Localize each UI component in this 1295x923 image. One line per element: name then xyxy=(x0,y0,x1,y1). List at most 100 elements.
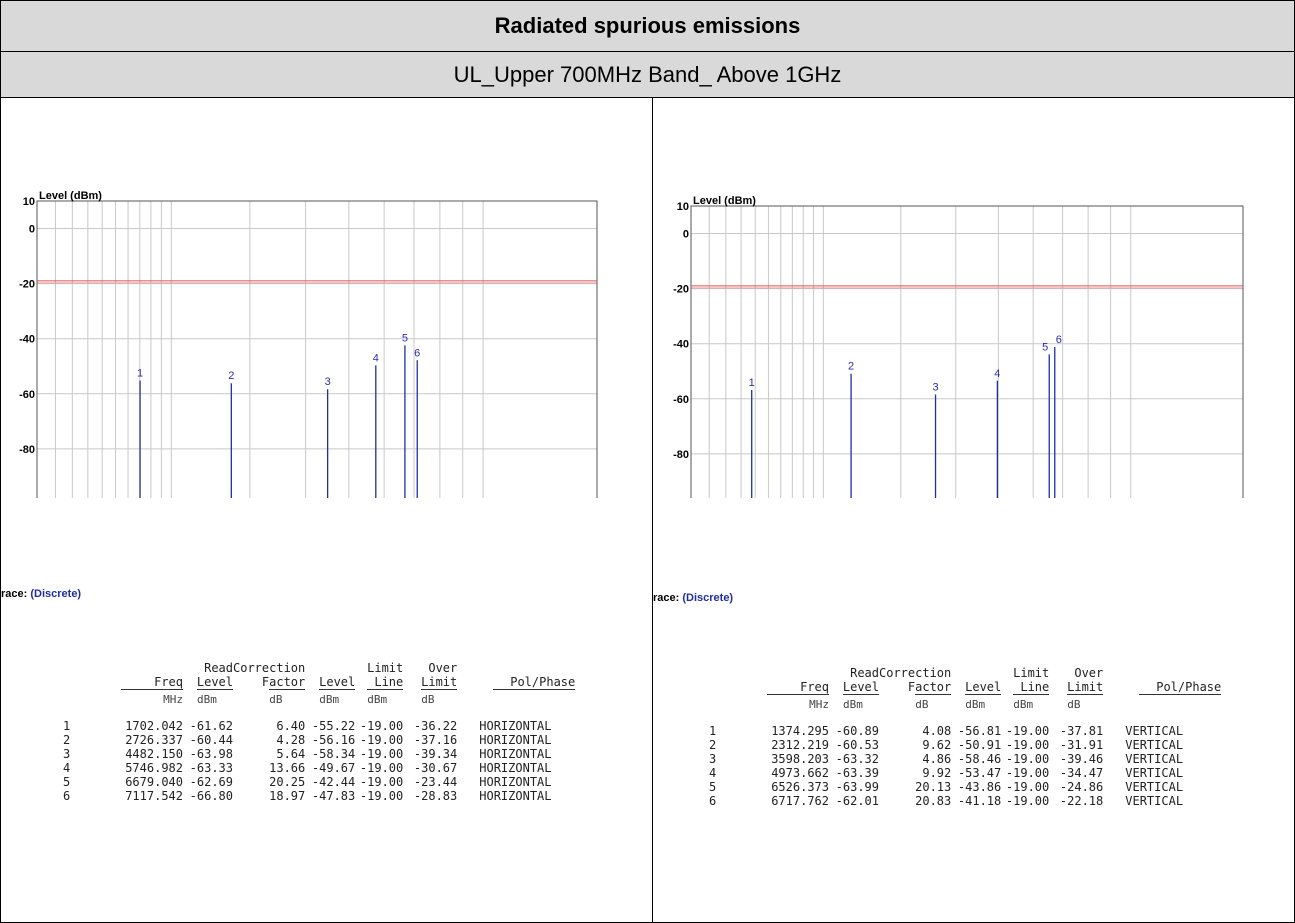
header-level: Level xyxy=(319,675,356,689)
header-over-bottom: Limit xyxy=(421,675,458,689)
limit-cell: -19.00 xyxy=(359,733,404,747)
y-tick-label: -40 xyxy=(673,339,689,351)
unit-label: dBm xyxy=(965,694,1002,712)
correction-cell: 4.86 xyxy=(922,752,952,766)
column-divider xyxy=(652,98,653,922)
unit-freq: MHz xyxy=(751,694,829,712)
polarization-cell: VERTICAL xyxy=(1125,780,1184,794)
header-read-top: Read xyxy=(850,666,879,680)
y-tick-label: 0 xyxy=(683,229,689,241)
limit-cell: -19.00 xyxy=(1005,794,1050,808)
results-table-vertical: Read Correction Limit Over Freq Level Factor Le… xyxy=(709,666,1222,808)
polarization-cell: HORIZONTAL xyxy=(479,761,552,775)
unit-label: dBm xyxy=(1013,694,1050,712)
table-row: 6 6717.762 -62.01 20.83 -41.18 -19.00 -22.18 VE… xyxy=(709,794,1221,808)
header-spacer xyxy=(951,666,1001,680)
marker-label: 5 xyxy=(1042,341,1048,353)
polarization-cell: HORIZONTAL xyxy=(479,747,552,761)
unit-limit: dBm xyxy=(1001,694,1050,712)
header-read-bottom: Level xyxy=(842,680,879,694)
header-limit-top: Limit xyxy=(367,661,404,675)
freq-cell: 6526.373 xyxy=(771,780,829,794)
trace-label: race: xyxy=(653,592,680,604)
table-row: 5 6526.373 -63.99 20.13 -43.86 -19.00 -24.86 VE… xyxy=(709,780,1221,794)
header-over-top: Over xyxy=(1074,666,1104,680)
header-row-top: Read Correction Limit Over xyxy=(709,666,1221,680)
header-read-top: Read xyxy=(204,661,233,675)
row-index: 1 xyxy=(63,719,71,733)
header-row-bottom: Freq Level Factor Level Line Limit Pol/Phase xyxy=(709,680,1221,694)
over-limit-cell: -34.47 xyxy=(1059,766,1104,780)
freq-cell: 6717.762 xyxy=(771,794,829,808)
header-spacer xyxy=(105,661,183,675)
unit-level: dBm xyxy=(951,694,1002,712)
over-limit-cell: -30.67 xyxy=(413,761,458,775)
level-cell: -53.47 xyxy=(957,766,1002,780)
results-table-horizontal: Read Correction Limit Over Freq Level Factor Le… xyxy=(63,661,576,803)
limit-cell: -19.00 xyxy=(359,789,404,803)
unit-freq: MHz xyxy=(105,689,183,707)
row-index: 3 xyxy=(709,752,717,766)
over-limit-cell: -37.16 xyxy=(413,733,458,747)
y-tick-label: -80 xyxy=(19,444,35,456)
over-limit-cell: -37.81 xyxy=(1059,724,1104,738)
unit-label: MHz xyxy=(121,689,183,707)
marker-label: 1 xyxy=(137,368,143,380)
y-tick-label: -80 xyxy=(673,449,689,461)
y-tick-label: -20 xyxy=(673,284,689,296)
freq-cell: 2726.337 xyxy=(125,733,183,747)
marker-label: 5 xyxy=(402,332,408,344)
polarization-cell: VERTICAL xyxy=(1125,766,1184,780)
trace-label: race: xyxy=(1,588,28,600)
y-tick-label: -20 xyxy=(19,279,35,291)
freq-cell: 1374.295 xyxy=(771,724,829,738)
spectrum-chart-horizontal: 100-20-40-60-80-100-12010001500200050001… xyxy=(19,190,598,498)
level-cell: -41.18 xyxy=(957,794,1002,808)
table-row: 1 1702.042 -61.62 6.40 -55.22 -19.00 -36.22 HOR… xyxy=(63,719,575,733)
row-index: 5 xyxy=(63,775,71,789)
y-tick-label: -60 xyxy=(673,394,689,406)
spacer-cell xyxy=(63,707,105,719)
correction-cell: 4.08 xyxy=(922,724,952,738)
unit-label: dBm xyxy=(319,689,356,707)
level-cell: -55.22 xyxy=(311,719,356,733)
trace-value: (Discrete) xyxy=(682,592,734,604)
plot-frame xyxy=(36,200,598,498)
limit-cell: -19.00 xyxy=(1005,780,1050,794)
panel-horizontal: 100-20-40-60-80-100-12010001500200050001… xyxy=(1,98,651,922)
header-freq: Freq xyxy=(154,675,183,689)
row-index: 2 xyxy=(63,733,71,747)
read-level-cell: -66.80 xyxy=(189,789,233,803)
header-row-bottom: Freq Level Factor Level Line Limit Pol/Phase xyxy=(63,675,575,689)
correction-cell: 9.92 xyxy=(922,766,952,780)
row-index: 3 xyxy=(63,747,71,761)
freq-cell: 1702.042 xyxy=(125,719,183,733)
unit-over: dB xyxy=(1049,694,1104,712)
table-row: 2 2312.219 -60.53 9.62 -50.91 -19.00 -31.91 VER… xyxy=(709,738,1221,752)
correction-cell: 13.66 xyxy=(269,761,306,775)
header-correction-bottom: Factor xyxy=(907,680,952,694)
row-index: 6 xyxy=(709,794,717,808)
level-cell: -56.81 xyxy=(957,724,1002,738)
grid xyxy=(690,205,1244,498)
row-index: 2 xyxy=(709,738,717,752)
marker-label: 6 xyxy=(414,347,420,359)
read-level-cell: -62.69 xyxy=(189,775,233,789)
report-subtitle: UL_Upper 700MHz Band_ Above 1GHz xyxy=(1,52,1294,98)
trace-legend: race: (Discrete) xyxy=(1,588,81,600)
row-index: 4 xyxy=(63,761,71,775)
panel-vertical: 100-20-40-60-80-100-12010001500200050001… xyxy=(653,98,1295,922)
header-level: Level xyxy=(965,680,1002,694)
report-title: Radiated spurious emissions xyxy=(1,1,1294,52)
table-row: 4 5746.982 -63.33 13.66 -49.67 -19.00 -30.67 HO… xyxy=(63,761,575,775)
polarization-cell: HORIZONTAL xyxy=(479,719,552,733)
marker-label: 3 xyxy=(932,382,938,394)
header-spacer xyxy=(709,680,751,694)
over-limit-cell: -39.46 xyxy=(1059,752,1104,766)
y-tick-label: 10 xyxy=(23,196,35,208)
table-row: 1 1374.295 -60.89 4.08 -56.81 -19.00 -37.81 VER… xyxy=(709,724,1221,738)
header-limit-bottom: Line xyxy=(1020,680,1050,694)
header-spacer xyxy=(751,666,829,680)
table-spacer xyxy=(63,707,575,719)
over-limit-cell: -22.18 xyxy=(1059,794,1104,808)
